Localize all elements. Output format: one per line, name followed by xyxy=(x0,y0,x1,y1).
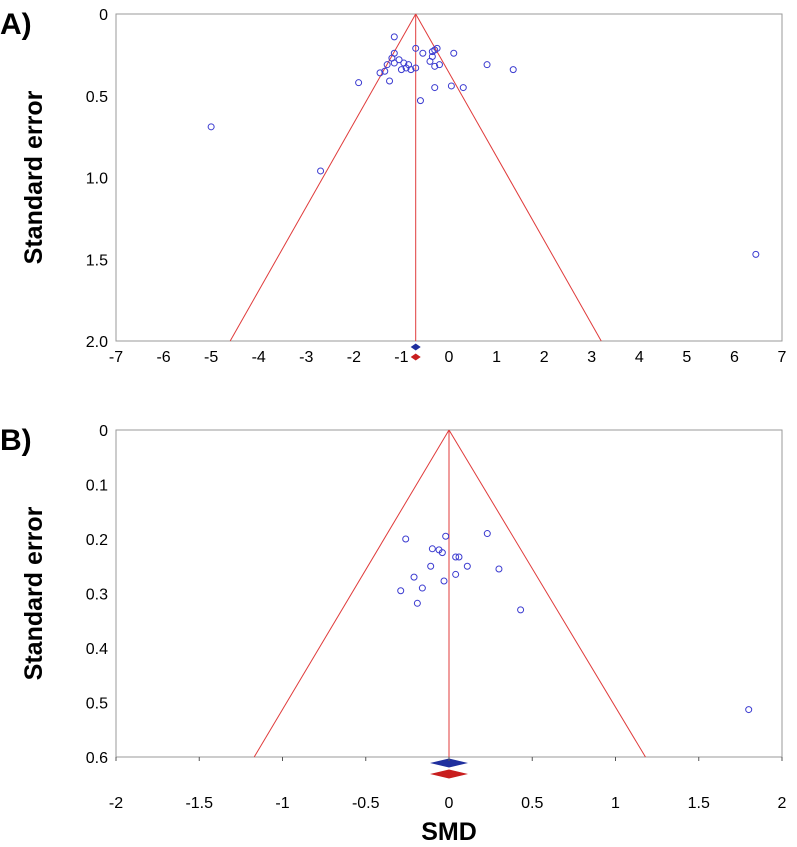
y-tick-label: 0.4 xyxy=(86,641,108,658)
y-tick-label: 0.5 xyxy=(86,89,108,106)
y-tick-label: 0.3 xyxy=(86,587,108,604)
y-tick-label: 2.0 xyxy=(86,334,108,351)
y-tick-label: 0.5 xyxy=(86,696,108,713)
study-point xyxy=(438,549,446,557)
x-tick-label: -1 xyxy=(394,349,408,366)
x-tick-label: -2 xyxy=(347,349,361,366)
study-point xyxy=(407,66,415,74)
x-tick-label: 6 xyxy=(730,349,739,366)
adjusted-estimate-diamond xyxy=(410,353,421,361)
x-tick-label: 3 xyxy=(587,349,596,366)
study-point xyxy=(402,64,410,72)
x-tick-label: 5 xyxy=(682,349,691,366)
study-point xyxy=(440,577,448,585)
x-tick-label: 7 xyxy=(778,349,787,366)
study-point xyxy=(317,167,325,175)
study-point xyxy=(397,587,405,595)
study-point xyxy=(419,49,427,57)
study-point xyxy=(483,530,491,538)
study-point xyxy=(447,82,455,90)
x-tick-label: 1 xyxy=(492,349,501,366)
study-point xyxy=(435,61,443,69)
x-tick-label: -2 xyxy=(109,795,123,812)
study-point xyxy=(431,84,439,92)
study-point xyxy=(745,706,753,714)
panel-label: A) xyxy=(0,8,32,41)
observed-estimate-diamond xyxy=(410,343,421,351)
funnel-right-line xyxy=(415,13,602,342)
study-point xyxy=(412,64,420,72)
x-tick-label: -6 xyxy=(156,349,170,366)
y-tick-label: 0.1 xyxy=(86,478,108,495)
x-tick-label: 1.5 xyxy=(688,795,710,812)
study-point xyxy=(428,53,436,61)
study-point xyxy=(410,573,418,581)
x-tick-label: 0 xyxy=(445,795,454,812)
y-tick-label: 1.0 xyxy=(86,171,108,188)
study-point xyxy=(428,545,436,553)
x-tick-label: 4 xyxy=(635,349,644,366)
y-axis-label: Standard error xyxy=(20,90,48,264)
study-point xyxy=(459,84,467,92)
study-point xyxy=(413,599,421,607)
x-tick-label: -1.5 xyxy=(185,795,213,812)
x-tick-label: 0.5 xyxy=(521,795,543,812)
study-point xyxy=(495,565,503,573)
y-tick-label: 0.6 xyxy=(86,750,108,767)
study-point xyxy=(433,44,441,52)
study-point xyxy=(386,77,394,85)
x-tick-label: -5 xyxy=(204,349,218,366)
study-point xyxy=(427,562,435,570)
study-point xyxy=(752,250,760,258)
study-point xyxy=(397,66,405,74)
study-point xyxy=(450,49,458,57)
observed-estimate-diamond xyxy=(430,758,468,768)
x-tick-label: -7 xyxy=(109,349,123,366)
panel-b: B) -2 -1.5 -1 -0.5 0 0.5 1 1.5 2 0 0.1 0.2 0.3 0.4 0.5 0… xyxy=(0,423,787,846)
study-point xyxy=(455,553,463,561)
study-point xyxy=(416,97,424,105)
study-point xyxy=(452,553,460,561)
x-axis-label: SMD xyxy=(421,818,477,846)
panel-label: B) xyxy=(0,424,32,457)
study-point xyxy=(517,606,525,614)
funnel-left-line xyxy=(253,429,450,758)
study-point xyxy=(431,62,439,70)
funnel-left-line xyxy=(229,13,417,342)
y-tick-label: 0 xyxy=(99,7,108,24)
adjusted-estimate-diamond xyxy=(430,769,468,779)
funnel-right-line xyxy=(448,429,646,758)
study-point xyxy=(509,66,517,74)
x-tick-label: 1 xyxy=(611,795,620,812)
study-point xyxy=(390,33,398,41)
panel-a: A) -7 -6 -5 -4 -3 -2 -1 0 1 2 3 4 5 6 7 0 0.5 1.0 1.5 2.0 Sta… xyxy=(0,7,787,366)
study-point xyxy=(355,79,363,87)
study-point xyxy=(376,69,384,77)
study-point xyxy=(207,123,215,131)
study-point xyxy=(395,56,403,64)
y-tick-label: 1.5 xyxy=(86,252,108,269)
study-point xyxy=(463,562,471,570)
x-tick-label: 2 xyxy=(540,349,549,366)
x-tick-label: -3 xyxy=(299,349,313,366)
study-point xyxy=(442,532,450,540)
x-tick-label: -4 xyxy=(252,349,266,366)
study-point xyxy=(452,570,460,578)
x-tick-label: -0.5 xyxy=(352,795,380,812)
y-tick-label: 0.2 xyxy=(86,532,108,549)
y-tick-label: 0 xyxy=(99,423,108,440)
study-point xyxy=(402,535,410,543)
study-point xyxy=(418,584,426,592)
x-tick-label: 0 xyxy=(445,349,454,366)
study-point xyxy=(381,67,389,75)
study-point xyxy=(412,44,420,52)
study-point xyxy=(390,59,398,67)
y-axis-label: Standard error xyxy=(20,506,48,680)
x-tick-label: 2 xyxy=(778,795,787,812)
study-point xyxy=(483,61,491,69)
study-point xyxy=(383,61,391,69)
plot-frame xyxy=(115,13,783,342)
x-tick-label: -1 xyxy=(275,795,289,812)
